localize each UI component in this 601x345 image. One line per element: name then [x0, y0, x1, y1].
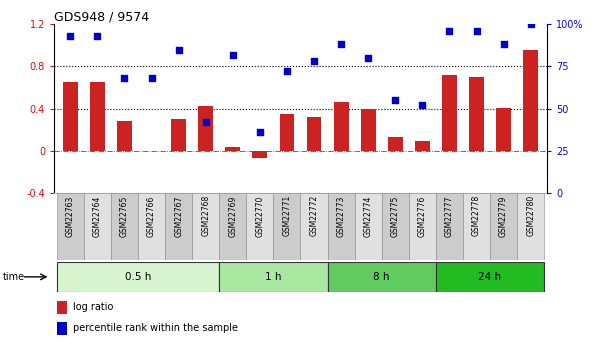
Bar: [469, 77, 484, 151]
Text: GSM22777: GSM22777: [445, 195, 454, 237]
Bar: [56, 322, 67, 335]
Bar: [463, 193, 490, 260]
Point: [472, 28, 481, 34]
Bar: [57, 193, 84, 260]
Text: GSM22775: GSM22775: [391, 195, 400, 237]
Text: GDS948 / 9574: GDS948 / 9574: [54, 10, 149, 23]
Text: 24 h: 24 h: [478, 272, 502, 282]
Bar: [300, 193, 328, 260]
Bar: [57, 262, 219, 292]
Bar: [442, 75, 457, 151]
Text: log ratio: log ratio: [73, 303, 113, 313]
Text: GSM22773: GSM22773: [337, 195, 346, 237]
Bar: [56, 301, 67, 314]
Bar: [90, 82, 105, 151]
Point: [391, 97, 400, 103]
Text: GSM22768: GSM22768: [201, 195, 210, 236]
Text: GSM22765: GSM22765: [120, 195, 129, 237]
Bar: [219, 262, 328, 292]
Point: [526, 21, 535, 27]
Point: [255, 130, 264, 135]
Text: GSM22763: GSM22763: [66, 195, 75, 237]
Bar: [171, 119, 186, 151]
Bar: [165, 193, 192, 260]
Point: [228, 52, 237, 57]
Point: [201, 119, 210, 125]
Bar: [328, 193, 355, 260]
Bar: [436, 262, 544, 292]
Bar: [307, 117, 322, 151]
Bar: [490, 193, 517, 260]
Text: GSM22764: GSM22764: [93, 195, 102, 237]
Bar: [328, 262, 436, 292]
Text: time: time: [3, 272, 25, 282]
Text: GSM22770: GSM22770: [255, 195, 264, 237]
Bar: [111, 193, 138, 260]
Text: 0.5 h: 0.5 h: [125, 272, 151, 282]
Text: percentile rank within the sample: percentile rank within the sample: [73, 323, 238, 333]
Bar: [436, 193, 463, 260]
Bar: [84, 193, 111, 260]
Point: [147, 76, 156, 81]
Point: [120, 76, 129, 81]
Bar: [409, 193, 436, 260]
Point: [499, 42, 508, 47]
Text: GSM22772: GSM22772: [310, 195, 319, 236]
Bar: [225, 147, 240, 151]
Bar: [198, 106, 213, 151]
Bar: [382, 193, 409, 260]
Text: GSM22778: GSM22778: [472, 195, 481, 236]
Text: GSM22774: GSM22774: [364, 195, 373, 237]
Point: [282, 69, 291, 74]
Point: [418, 102, 427, 108]
Point: [66, 33, 75, 39]
Text: GSM22766: GSM22766: [147, 195, 156, 237]
Bar: [415, 141, 430, 151]
Bar: [192, 193, 219, 260]
Text: 1 h: 1 h: [265, 272, 282, 282]
Point: [174, 47, 183, 52]
Bar: [355, 193, 382, 260]
Bar: [334, 102, 349, 151]
Bar: [496, 108, 511, 151]
Bar: [63, 82, 78, 151]
Bar: [388, 137, 403, 151]
Bar: [361, 109, 376, 151]
Text: GSM22780: GSM22780: [526, 195, 535, 236]
Point: [364, 55, 373, 61]
Bar: [246, 193, 273, 260]
Bar: [523, 49, 538, 151]
Point: [93, 33, 102, 39]
Text: GSM22779: GSM22779: [499, 195, 508, 237]
Text: GSM22767: GSM22767: [174, 195, 183, 237]
Text: GSM22769: GSM22769: [228, 195, 237, 237]
Bar: [138, 193, 165, 260]
Bar: [219, 193, 246, 260]
Point: [310, 59, 319, 64]
Text: GSM22776: GSM22776: [418, 195, 427, 237]
Text: GSM22771: GSM22771: [282, 195, 291, 236]
Bar: [517, 193, 544, 260]
Point: [337, 42, 346, 47]
Bar: [117, 121, 132, 151]
Bar: [273, 193, 300, 260]
Point: [445, 28, 454, 34]
Bar: [279, 114, 294, 151]
Text: 8 h: 8 h: [373, 272, 390, 282]
Bar: [252, 151, 267, 158]
